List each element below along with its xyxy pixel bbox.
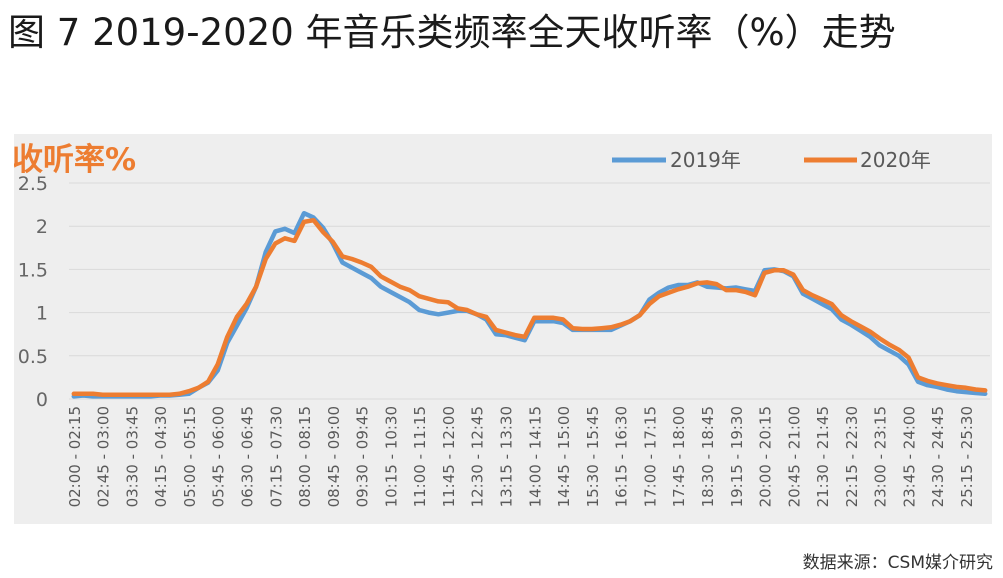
x-tick-label: 08:45 - 09:00 [325,406,343,507]
x-tick-label: 24:30 - 24:45 [929,406,947,507]
x-tick-label: 07:15 - 07:30 [267,406,285,507]
y-tick-label: 0 [36,389,48,411]
x-tick-label: 17:45 - 18:00 [670,406,688,507]
x-tick-label: 08:00 - 08:15 [296,406,314,507]
x-tick-label: 02:45 - 03:00 [95,406,113,507]
x-tick-label: 03:30 - 03:45 [123,406,141,507]
line-chart: 00.511.522.5 02:00 - 02:15 02:45 - 03:00 0… [14,142,990,507]
x-tick-label: 05:45 - 06:00 [210,406,228,507]
y-tick-label: 2.5 [18,173,48,195]
series-line-2019 [71,210,988,399]
x-tick-label: 05:00 - 05:15 [181,406,199,507]
x-tick-label: 23:00 - 23:15 [872,406,890,507]
x-tick-label: 11:00 - 11:15 [411,406,429,507]
x-tick-label: 06:30 - 06:45 [238,406,256,507]
x-tick-label: 20:00 - 20:15 [757,406,775,507]
y-tick-label: 2 [36,216,48,238]
x-tick-label: 23:45 - 24:00 [900,406,918,507]
x-tick-label: 04:15 - 04:30 [152,406,170,507]
x-tick-label: 18:30 - 18:45 [699,406,717,507]
x-tick-label: 15:30 - 15:45 [584,406,602,507]
legend: 2019年 2020年 [612,148,931,172]
x-tick-label: 09:30 - 09:45 [354,406,372,507]
x-axis-tick-labels: 02:00 - 02:15 02:45 - 03:00 03:30 - 03:45 0… [66,406,976,507]
grid-lines [69,182,990,400]
x-tick-label: 14:45 - 15:00 [555,406,573,507]
x-tick-label: 14:00 - 14:15 [526,406,544,507]
y-tick-label: 1 [36,303,48,325]
series-lines [71,210,988,399]
x-tick-label: 12:30 - 12:45 [469,406,487,507]
x-tick-label: 11:45 - 12:00 [440,406,458,507]
x-tick-label: 20:45 - 21:00 [785,406,803,507]
x-tick-label: 21:30 - 21:45 [814,406,832,507]
legend-label-2019: 2019年 [670,148,741,172]
source-note: 数据来源：CSM媒介研究 [802,553,993,573]
figure-title: 图 7 2019-2020 年音乐类频率全天收听率（%）走势 [8,11,896,54]
y-axis-unit-label: 收听率% [14,142,136,178]
x-tick-label: 13:15 - 13:30 [498,406,516,507]
chart-panel: 0 0.5 1 1.5 2 2.5 02:00 - 02:15 02:45 - 03:00 0… [14,134,992,524]
x-tick-label: 22:15 - 22:30 [843,406,861,507]
x-tick-label: 16:15 - 16:30 [613,406,631,507]
x-tick-label: 17:00 - 17:15 [641,406,659,507]
x-tick-label: 10:15 - 10:30 [382,406,400,507]
y-tick-label: 1.5 [18,259,48,281]
series-line-2020 [71,217,988,397]
y-tick-label: 0.5 [18,346,48,368]
legend-label-2020: 2020年 [860,148,931,172]
y-axis-tick-labels: 0 0.5 1 1.5 2 2.5 [18,173,48,411]
x-tick-label: 02:00 - 02:15 [66,406,84,507]
x-tick-label: 25:15 - 25:30 [958,406,976,507]
x-tick-label: 19:15 - 19:30 [728,406,746,507]
